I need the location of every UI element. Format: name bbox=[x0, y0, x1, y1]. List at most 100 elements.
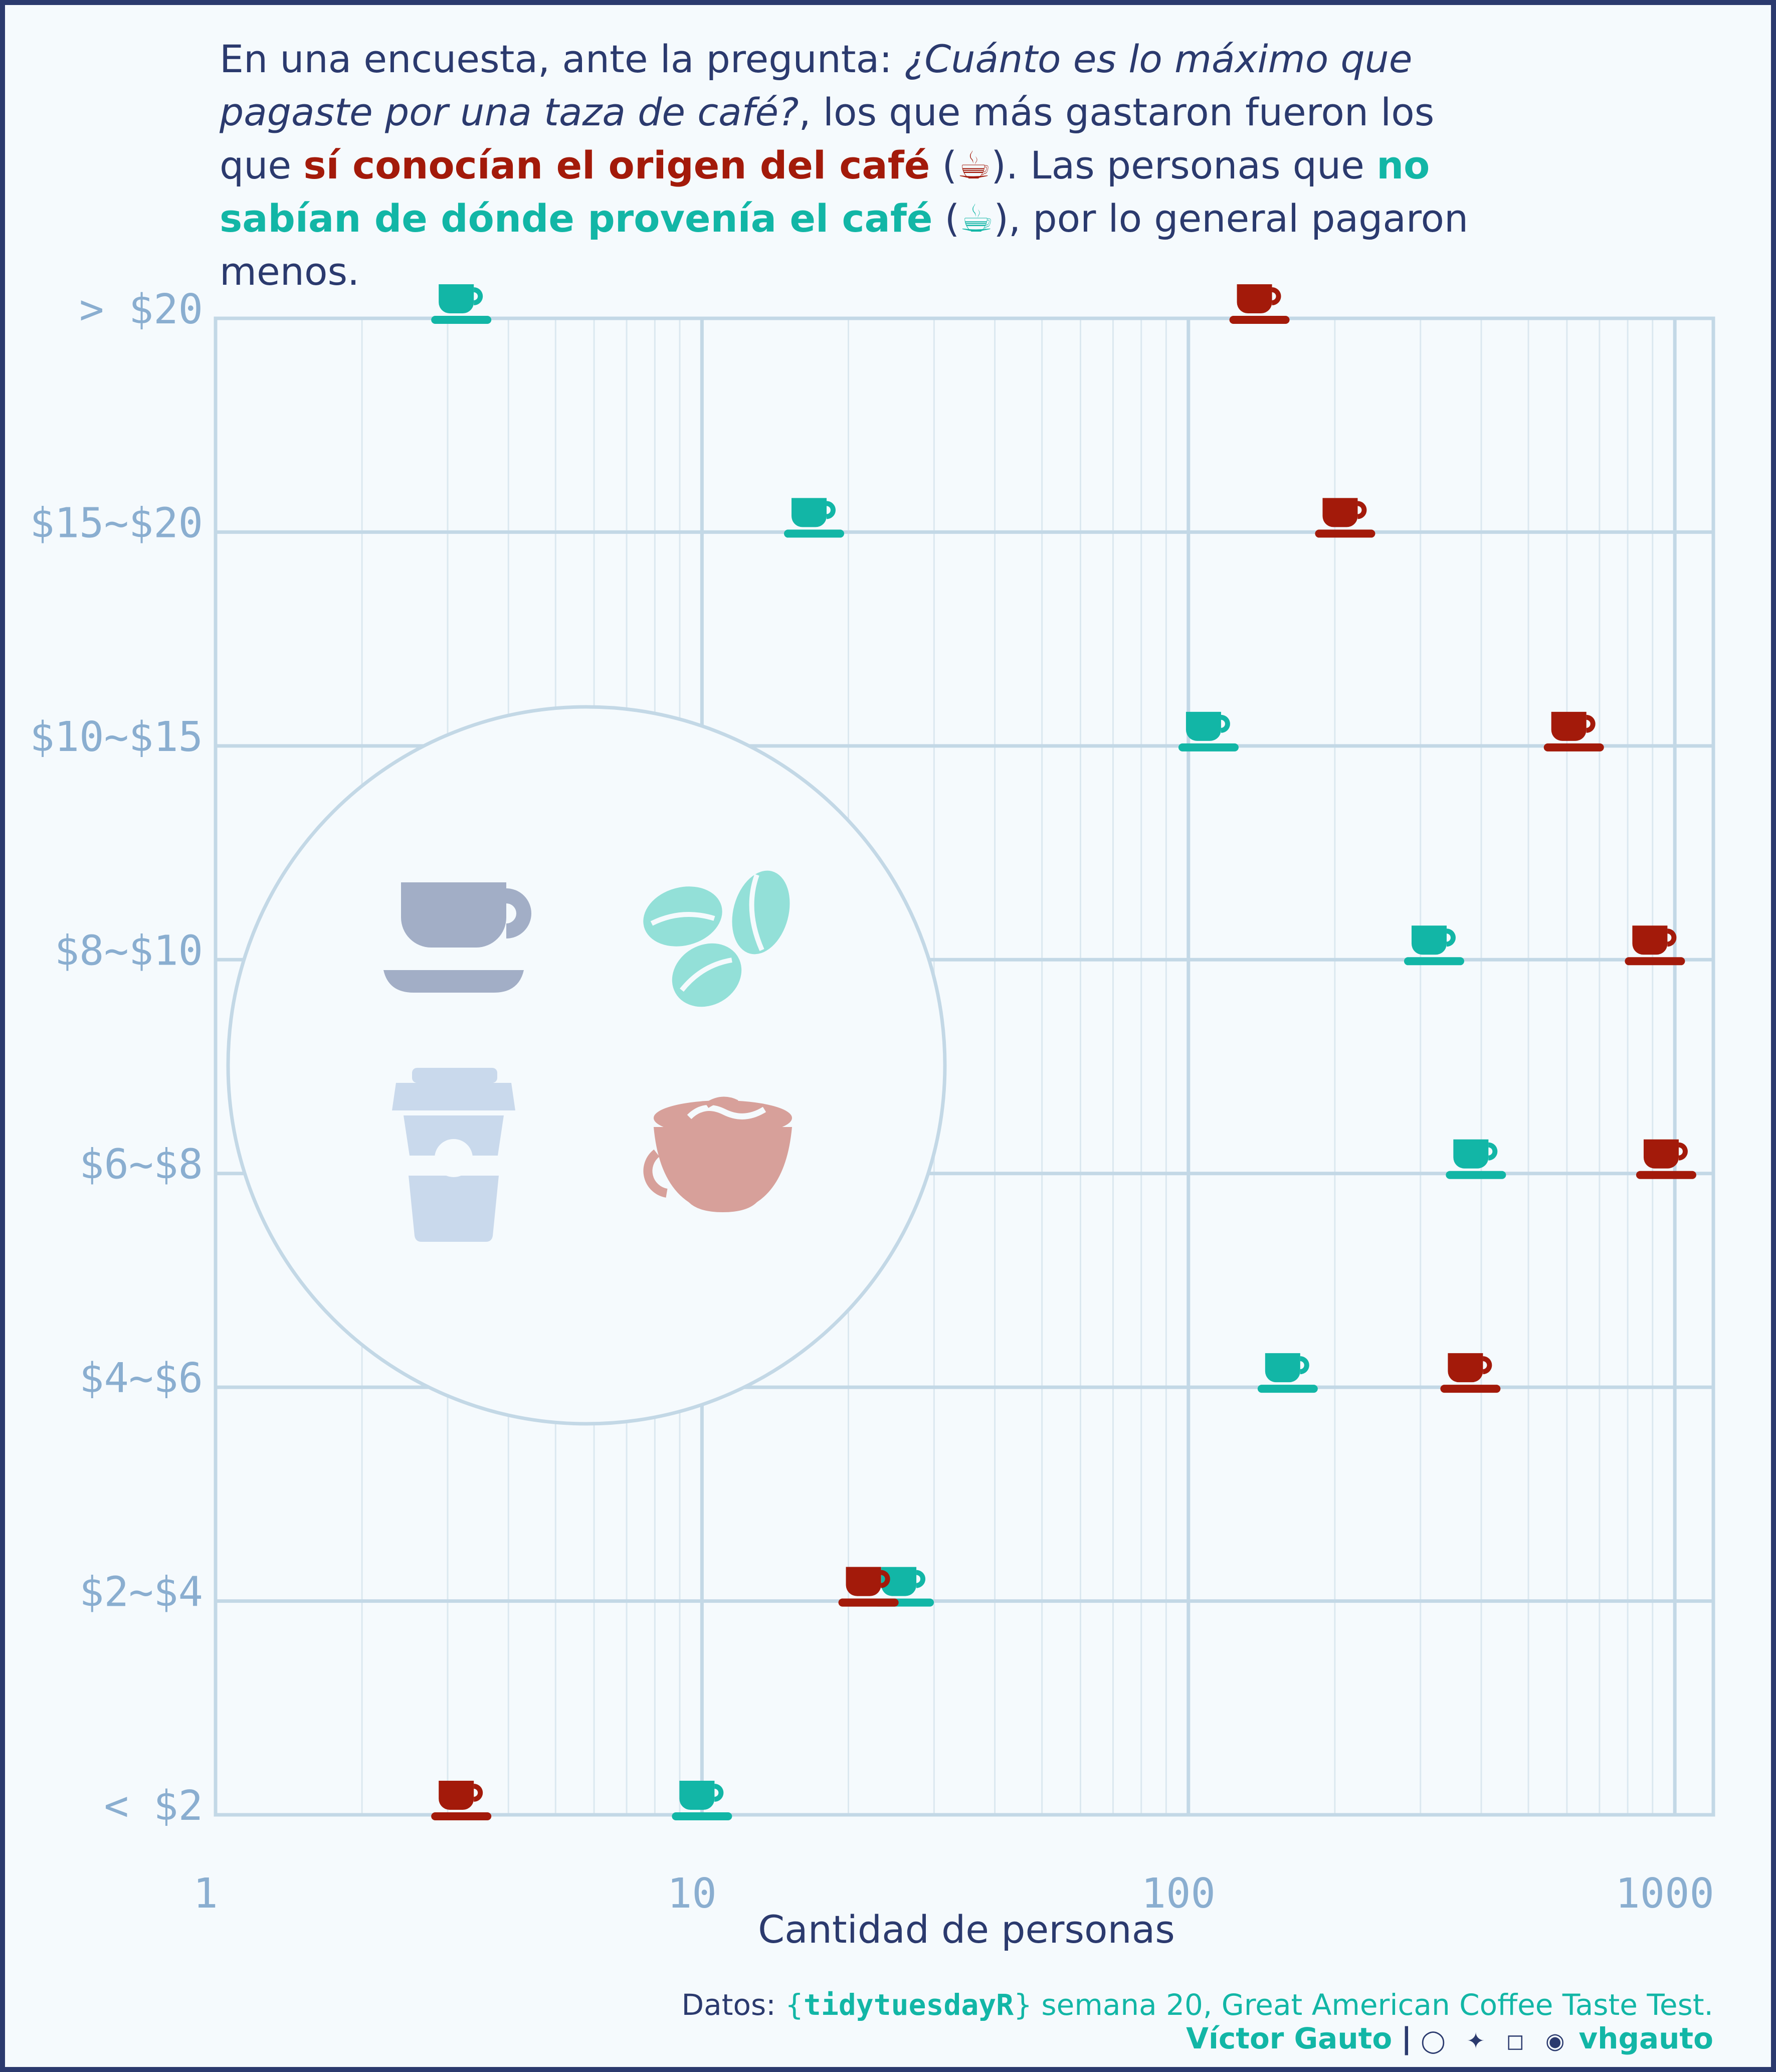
page-frame: En una encuesta, ante la pregunta: ¿Cuán… bbox=[5, 5, 1771, 2067]
cup-handle bbox=[714, 1784, 724, 1802]
cup-saucer bbox=[1404, 957, 1464, 966]
unknown-origin-point bbox=[1446, 1139, 1506, 1179]
unknown-origin-point bbox=[1404, 925, 1464, 966]
caption-brace: } bbox=[1014, 1988, 1032, 2022]
cup-handle bbox=[916, 1570, 926, 1588]
latte-art-icon bbox=[643, 1096, 792, 1212]
author-line: Víctor Gauto | ◯ ✦ ◻ ◉ vhgauto bbox=[1186, 2021, 1713, 2055]
panel-border bbox=[214, 316, 1715, 1817]
caption-source: semana 20, Great American Coffee Taste T… bbox=[1032, 1988, 1713, 2022]
author-handle[interactable]: vhgauto bbox=[1578, 2021, 1713, 2055]
y-tick-label: $8~$10 bbox=[55, 927, 203, 975]
cup-saucer bbox=[1229, 316, 1290, 324]
x-tick-label: 1 bbox=[193, 1870, 218, 1918]
unknown-origin-point bbox=[784, 498, 845, 538]
cup-saucer bbox=[1440, 1385, 1501, 1393]
icon-badge bbox=[226, 705, 947, 1426]
caption-prefix: Datos: bbox=[681, 1988, 785, 2022]
coffee-beans-icon bbox=[643, 870, 790, 1007]
x-tick-label: 10 bbox=[667, 1870, 717, 1918]
cup-body bbox=[439, 1781, 474, 1810]
cup-body bbox=[792, 498, 827, 527]
known-origin-point bbox=[838, 1567, 899, 1607]
axes: < $2 $2~$4 $4~$6 $6~$8 $8~$10 $10~$15 $15~$20 >… bbox=[30, 286, 1714, 1952]
cup-handle bbox=[1446, 928, 1456, 947]
caption: Datos: {tidytuesdayR} semana 20, Great A… bbox=[682, 1988, 1713, 2022]
cup-saucer bbox=[1636, 1171, 1696, 1179]
x-tick-label: 100 bbox=[1141, 1870, 1216, 1918]
caption-brace: { bbox=[785, 1988, 804, 2022]
cup-handle bbox=[827, 501, 836, 519]
known-origin-point bbox=[1440, 1353, 1501, 1393]
caption-package: tidytuesdayR bbox=[804, 1988, 1014, 2022]
title-question: ¿Cuánto es lo máximo que pagaste por una… bbox=[220, 37, 1413, 134]
known-origin-point bbox=[1229, 284, 1290, 324]
y-tick-label: < $2 bbox=[104, 1782, 203, 1830]
cup-handle bbox=[474, 287, 483, 305]
cup-body bbox=[1551, 711, 1587, 741]
y-tick-label: $2~$4 bbox=[79, 1569, 203, 1616]
title-text: En una encuesta, ante la pregunta: bbox=[220, 37, 904, 81]
scatter-chart: < $2 $2~$4 $4~$6 $6~$8 $8~$10 $10~$15 $15~$20 >… bbox=[30, 284, 1715, 1952]
title-text: ). Las personas que bbox=[991, 143, 1377, 187]
cup-handle bbox=[1488, 1142, 1498, 1161]
known-origin-point bbox=[431, 1781, 492, 1820]
cup-body bbox=[881, 1567, 917, 1596]
cup-body bbox=[1453, 1139, 1489, 1169]
cup-body bbox=[1411, 925, 1447, 955]
unknown-cup-icon: ☕ bbox=[959, 196, 994, 241]
cup-saucer bbox=[1446, 1171, 1506, 1179]
author-separator: | bbox=[1401, 2021, 1412, 2055]
unknown-origin-point bbox=[1178, 711, 1239, 751]
cup-body bbox=[846, 1567, 881, 1596]
title-text: ), por lo general pagaron menos. bbox=[220, 196, 1469, 294]
chart-title: En una encuesta, ante la pregunta: ¿Cuán… bbox=[220, 33, 1513, 298]
title-text: ( bbox=[932, 196, 960, 241]
unknown-origin-point bbox=[672, 1781, 732, 1820]
x-axis-label: Cantidad de personas bbox=[758, 1907, 1175, 1952]
data-points bbox=[431, 284, 1696, 1820]
cup-saucer bbox=[672, 1812, 732, 1820]
x-tick-label: 1000 bbox=[1615, 1870, 1714, 1918]
author-name: Víctor Gauto bbox=[1186, 2021, 1393, 2055]
cup-body bbox=[1186, 711, 1221, 741]
cup-saucer bbox=[431, 1812, 492, 1820]
cup-saucer bbox=[838, 1598, 899, 1607]
known-cup-icon: ☕ bbox=[957, 143, 992, 187]
y-tick-label: $10~$15 bbox=[30, 713, 203, 761]
unknown-origin-point bbox=[1257, 1353, 1318, 1393]
social-icons: ◯ ✦ ◻ ◉ bbox=[1421, 2028, 1572, 2054]
cup-body bbox=[1265, 1353, 1300, 1383]
cup-handle bbox=[881, 1570, 890, 1588]
cup-body bbox=[1643, 1139, 1679, 1169]
y-tick-label: $15~$20 bbox=[30, 499, 203, 547]
cup-handle bbox=[1357, 501, 1367, 519]
cup-body bbox=[1237, 284, 1272, 313]
cup-handle bbox=[1667, 928, 1677, 947]
cup-body bbox=[1322, 498, 1358, 527]
title-text: , los que más gastaron fueron los que bbox=[220, 90, 1435, 187]
badge-circle bbox=[226, 705, 947, 1426]
cup-saucer bbox=[1625, 957, 1685, 966]
title-text: ( bbox=[930, 143, 957, 187]
unknown-origin-point bbox=[431, 284, 492, 324]
cup-handle bbox=[1483, 1356, 1492, 1375]
cup-body bbox=[1448, 1353, 1483, 1383]
known-origin-point bbox=[1625, 925, 1685, 966]
cup-handle bbox=[1300, 1356, 1309, 1375]
known-origin-point bbox=[1315, 498, 1375, 538]
y-tick-label: $4~$6 bbox=[79, 1355, 203, 1402]
cup-saucer bbox=[1315, 529, 1375, 538]
cup-body bbox=[1632, 925, 1668, 955]
cup-body bbox=[439, 284, 474, 313]
cup-handle bbox=[1221, 714, 1230, 733]
cup-saucer bbox=[1257, 1385, 1318, 1393]
cup-saucer bbox=[431, 316, 492, 324]
known-origin-point bbox=[1543, 711, 1604, 751]
known-origin-point bbox=[1636, 1139, 1696, 1179]
cup-handle bbox=[1272, 287, 1281, 305]
cup-handle bbox=[474, 1784, 483, 1802]
y-tick-label: > $20 bbox=[79, 286, 203, 333]
title-unknown-highlight: no sabían de dónde provenía el café bbox=[220, 143, 1430, 241]
cup-handle bbox=[1678, 1142, 1688, 1161]
